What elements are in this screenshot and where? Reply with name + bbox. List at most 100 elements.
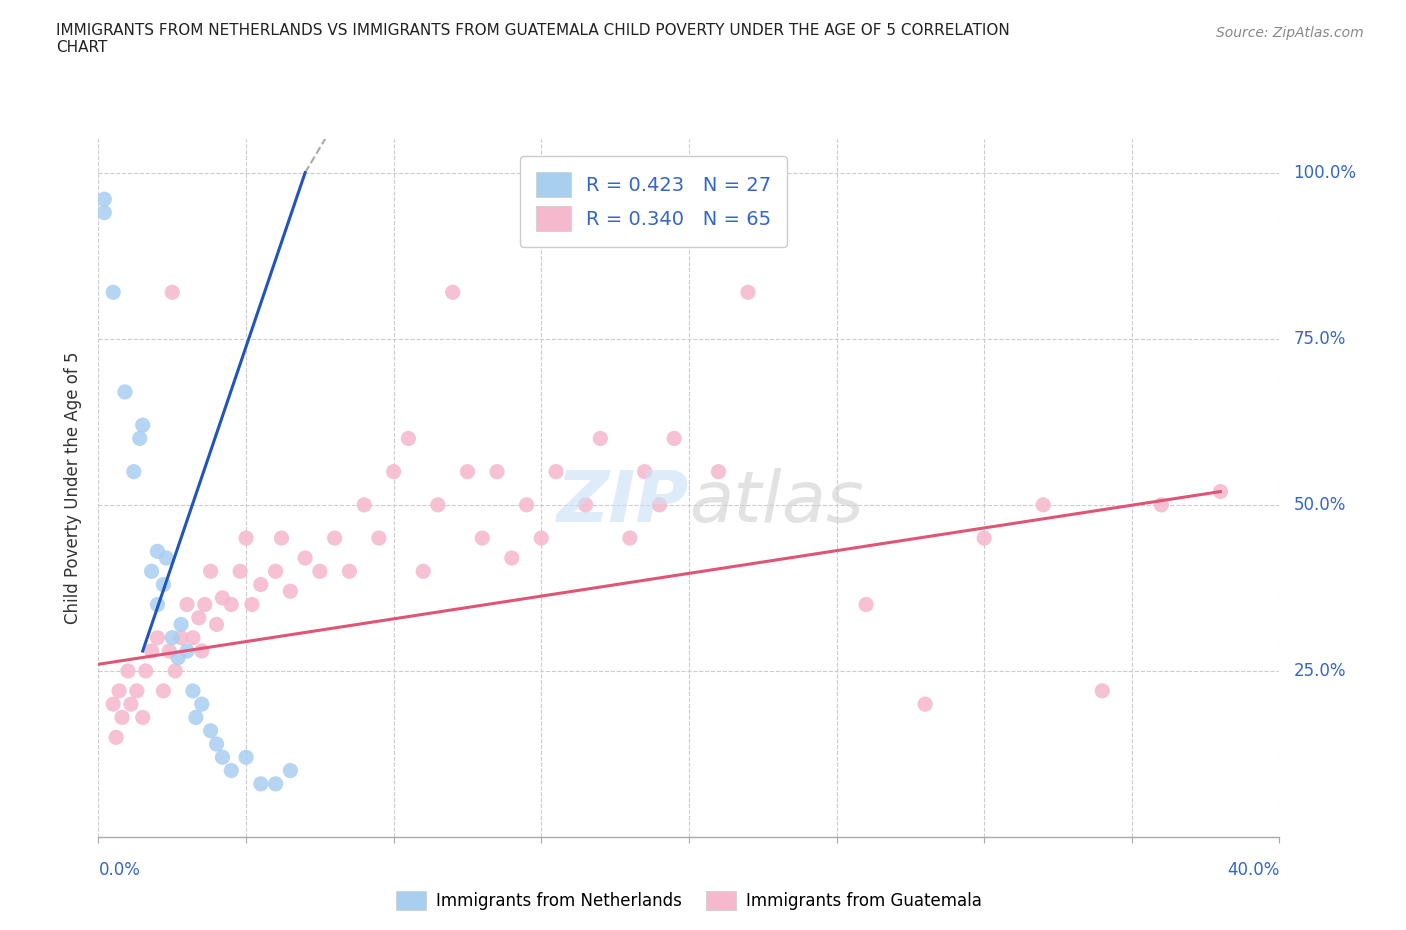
Point bbox=[396, 431, 419, 445]
Point bbox=[152, 578, 174, 592]
Point bbox=[219, 764, 243, 778]
Legend: Immigrants from Netherlands, Immigrants from Guatemala: Immigrants from Netherlands, Immigrants … bbox=[389, 884, 988, 917]
Point bbox=[162, 631, 183, 645]
Text: 50.0%: 50.0% bbox=[1294, 496, 1346, 514]
Point bbox=[170, 617, 193, 631]
Point bbox=[146, 544, 169, 559]
Point bbox=[108, 684, 131, 698]
Point bbox=[146, 597, 169, 612]
Point bbox=[191, 697, 214, 711]
Point bbox=[1091, 684, 1114, 698]
Point bbox=[589, 431, 612, 445]
Point bbox=[294, 551, 316, 565]
Point bbox=[648, 498, 671, 512]
Point bbox=[135, 663, 157, 678]
Point bbox=[516, 498, 538, 512]
Point bbox=[181, 631, 204, 645]
Text: 100.0%: 100.0% bbox=[1294, 164, 1357, 181]
Point bbox=[353, 498, 375, 512]
Point bbox=[111, 710, 134, 724]
Text: 25.0%: 25.0% bbox=[1294, 662, 1346, 680]
Point bbox=[546, 464, 568, 479]
Point bbox=[165, 663, 187, 678]
Point bbox=[93, 192, 115, 206]
Point bbox=[250, 578, 273, 592]
Point bbox=[187, 610, 209, 625]
Point bbox=[264, 777, 287, 791]
Point bbox=[141, 644, 163, 658]
Y-axis label: Child Poverty Under the Age of 5: Child Poverty Under the Age of 5 bbox=[65, 352, 83, 625]
Point bbox=[309, 564, 332, 578]
Point bbox=[176, 597, 198, 612]
Point bbox=[382, 464, 405, 479]
Point bbox=[128, 431, 150, 445]
Point bbox=[368, 531, 391, 546]
Point bbox=[574, 498, 596, 512]
Point bbox=[181, 684, 204, 698]
Text: 0.0%: 0.0% bbox=[98, 860, 141, 879]
Point bbox=[194, 597, 217, 612]
Text: 75.0%: 75.0% bbox=[1294, 330, 1346, 348]
Point bbox=[117, 663, 139, 678]
Point bbox=[132, 710, 155, 724]
Point bbox=[427, 498, 450, 512]
Point bbox=[105, 730, 128, 745]
Point bbox=[152, 684, 174, 698]
Text: 40.0%: 40.0% bbox=[1227, 860, 1279, 879]
Point bbox=[141, 564, 163, 578]
Point bbox=[456, 464, 478, 479]
Point bbox=[120, 697, 142, 711]
Point bbox=[973, 531, 995, 546]
Point bbox=[278, 584, 302, 599]
Point bbox=[103, 285, 125, 299]
Point bbox=[914, 697, 936, 711]
Point bbox=[240, 597, 263, 612]
Point bbox=[125, 684, 148, 698]
Point bbox=[707, 464, 730, 479]
Point bbox=[176, 644, 198, 658]
Legend: R = 0.423   N = 27, R = 0.340   N = 65: R = 0.423 N = 27, R = 0.340 N = 65 bbox=[520, 156, 787, 247]
Point bbox=[219, 597, 243, 612]
Point bbox=[619, 531, 641, 546]
Point bbox=[855, 597, 877, 612]
Point bbox=[441, 285, 464, 299]
Point bbox=[471, 531, 494, 546]
Point bbox=[1209, 485, 1232, 499]
Point bbox=[229, 564, 252, 578]
Point bbox=[157, 644, 180, 658]
Point bbox=[93, 206, 115, 220]
Text: Source: ZipAtlas.com: Source: ZipAtlas.com bbox=[1216, 26, 1364, 40]
Text: IMMIGRANTS FROM NETHERLANDS VS IMMIGRANTS FROM GUATEMALA CHILD POVERTY UNDER THE: IMMIGRANTS FROM NETHERLANDS VS IMMIGRANT… bbox=[56, 23, 1010, 38]
Point bbox=[264, 564, 287, 578]
Point bbox=[633, 464, 655, 479]
Point bbox=[205, 617, 228, 631]
Point bbox=[737, 285, 759, 299]
Point bbox=[1150, 498, 1173, 512]
Point bbox=[530, 531, 553, 546]
Point bbox=[132, 418, 155, 432]
Point bbox=[235, 531, 257, 546]
Text: ZIP: ZIP bbox=[557, 468, 689, 537]
Point bbox=[200, 724, 222, 738]
Point bbox=[146, 631, 169, 645]
Point bbox=[235, 750, 257, 764]
Point bbox=[155, 551, 177, 565]
Point bbox=[191, 644, 214, 658]
Point bbox=[114, 384, 136, 399]
Point bbox=[122, 464, 145, 479]
Point bbox=[211, 750, 233, 764]
Point bbox=[162, 285, 183, 299]
Point bbox=[170, 631, 193, 645]
Point bbox=[501, 551, 523, 565]
Point bbox=[211, 591, 233, 605]
Point bbox=[323, 531, 346, 546]
Point bbox=[486, 464, 509, 479]
Point bbox=[184, 710, 207, 724]
Point bbox=[270, 531, 292, 546]
Point bbox=[205, 737, 228, 751]
Text: atlas: atlas bbox=[689, 468, 863, 537]
Text: CHART: CHART bbox=[56, 40, 108, 55]
Point bbox=[412, 564, 434, 578]
Point bbox=[664, 431, 686, 445]
Point bbox=[1032, 498, 1054, 512]
